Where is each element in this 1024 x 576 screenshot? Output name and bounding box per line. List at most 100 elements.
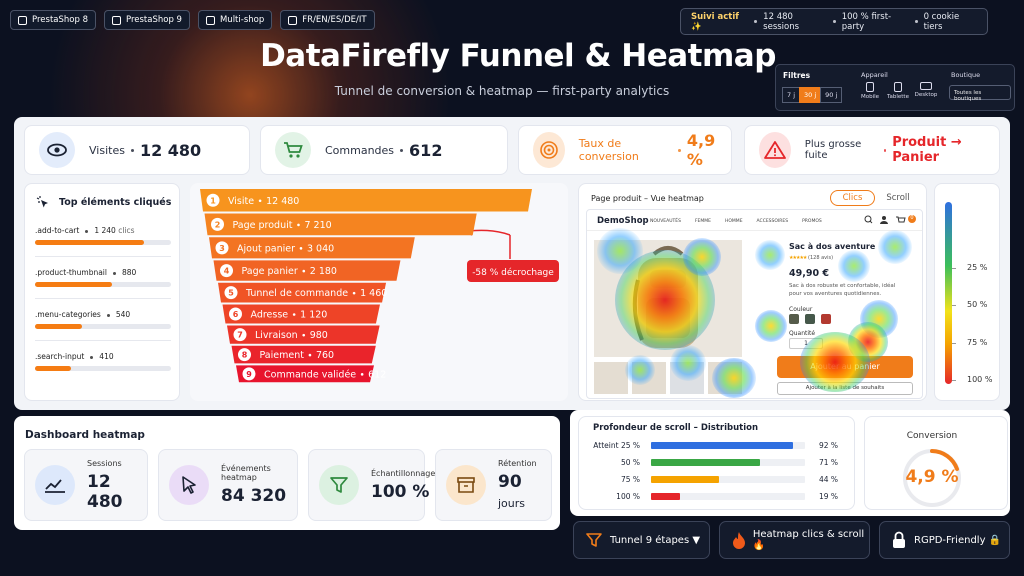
device-label: Desktop <box>914 92 938 98</box>
period-button[interactable]: 7 j <box>782 87 801 103</box>
step-number-badge <box>224 286 238 300</box>
wishlist-button[interactable]: Ajouter à la liste de souhaits <box>777 382 913 395</box>
step-number: 3 <box>219 244 225 253</box>
step-number: 5 <box>228 289 234 298</box>
stat-body: Rétention 90 jours <box>498 459 551 512</box>
separator <box>352 291 356 295</box>
feature-label: RGPD-Friendly 🔒 <box>914 534 1002 546</box>
scroll-track <box>651 476 805 483</box>
platform-badge: PrestaShop 9 <box>103 10 190 30</box>
kpi-value: 4,9 % <box>686 131 716 169</box>
badge-label: PrestaShop 8 <box>32 15 88 25</box>
scroll-bar <box>651 442 793 449</box>
divider <box>35 256 171 257</box>
kpi-icon <box>275 132 311 168</box>
funnel-step <box>218 282 387 303</box>
step-number-badge <box>238 348 251 362</box>
backpack <box>632 246 698 348</box>
separator <box>85 229 89 233</box>
legend-tick <box>952 380 956 381</box>
kpi-icon <box>39 132 75 168</box>
click-bar <box>35 324 83 329</box>
step-number-badge <box>206 193 220 207</box>
step-value: 1 460 <box>360 288 387 299</box>
click-item: .search-input 410 <box>35 352 171 371</box>
kpi-label: Visites <box>89 143 125 157</box>
eye-icon <box>47 143 67 157</box>
thumbnail <box>708 362 742 394</box>
step-label: Commande validée <box>264 369 356 380</box>
mode-toggle-active[interactable]: Clics <box>830 190 875 206</box>
stat-body: Échantillonnage 100 % <box>371 469 435 502</box>
lock-icon <box>893 531 905 548</box>
scroll-label: 50 % <box>620 458 640 467</box>
click-count: 410 <box>99 352 114 361</box>
feature-badge: Tunnel 9 étapes ▼ <box>573 521 710 559</box>
top-clicks-title: Top éléments cliqués <box>59 197 172 208</box>
status-item: 12 480 sessions <box>763 11 800 32</box>
badge-label: FR/EN/ES/DE/IT <box>302 15 367 25</box>
rating-count: (128 avis) <box>808 255 834 261</box>
platform-badge: PrestaShop 8 <box>10 10 96 30</box>
step-value: 612 <box>368 369 386 380</box>
qty-input[interactable]: 1 <box>789 338 823 349</box>
feature-badge: Heatmap clics & scroll 🔥 <box>719 521 870 559</box>
stat-icon <box>319 465 359 505</box>
legend-tick <box>952 342 956 344</box>
click-text: .add-to-cart 1 240 clics <box>35 226 171 235</box>
scroll-bar <box>651 476 719 483</box>
stat-label: Événements heatmap <box>221 464 271 482</box>
step-number: 2 <box>215 220 221 229</box>
click-unit: clics <box>118 226 135 235</box>
stat-label: Sessions <box>87 458 122 468</box>
step-number: 8 <box>242 351 248 360</box>
kpi-value: 12 480 <box>139 140 202 160</box>
annotation-text: -58 % décrochage <box>472 267 554 278</box>
scroll-value: 19 % <box>819 492 839 501</box>
kpi-label: Taux de conversion <box>578 137 639 163</box>
step-number: 4 <box>224 267 230 276</box>
kpi-card: Plus grosse fuite Produit → Panier <box>744 125 1000 175</box>
thumbnail <box>670 362 704 394</box>
scroll-value: 92 % <box>819 441 839 450</box>
device-icon <box>894 82 902 92</box>
step-value: 1 120 <box>300 310 327 321</box>
click-count: 540 <box>115 310 131 319</box>
device-button[interactable]: Tablette <box>884 82 912 100</box>
platform-badges: PrestaShop 8 PrestaShop 9 Multi-shop FR/EN/… <box>10 10 383 30</box>
target-icon <box>540 141 558 159</box>
period-button[interactable]: 90 j <box>820 87 843 103</box>
feature-label: Tunnel 9 étapes ▼ <box>610 534 701 546</box>
badge-icon <box>288 15 298 25</box>
add-to-cart-button[interactable]: Ajouter au panier <box>777 356 913 378</box>
product-name: Sac à dos aventure <box>789 242 876 251</box>
stat-label: Échantillonnage <box>371 468 436 478</box>
conversion-value: 4,9 % <box>905 467 959 487</box>
stat-icon <box>446 465 486 505</box>
stat-body: Sessions 12 480 <box>87 459 147 512</box>
device-label: Mobile <box>860 94 880 100</box>
archive-icon <box>457 477 475 493</box>
shop-value: Toutes les boutiques <box>954 90 982 102</box>
click-item: .product-thumbnail 880 <box>35 268 171 287</box>
stat-icon <box>35 465 75 505</box>
device-button[interactable]: Mobile <box>856 82 884 100</box>
click-item: .menu-categories 540 <box>35 310 171 329</box>
shop-label: Boutique <box>951 71 981 79</box>
period-button[interactable]: 30 j <box>799 87 822 103</box>
separator <box>130 148 134 152</box>
shop-dropdown[interactable]: Toutes les boutiques <box>949 85 1011 102</box>
step-number-badge <box>233 328 247 342</box>
kpi-value: 612 <box>409 140 443 160</box>
stat-card: Rétention 90 jours <box>435 449 552 521</box>
device-button[interactable]: Desktop <box>912 82 940 100</box>
platform-badge: FR/EN/ES/DE/IT <box>280 10 375 30</box>
step-number-badge <box>211 217 224 231</box>
step-number-badge <box>229 307 242 321</box>
scroll-title: Profondeur de scroll – Distribution <box>593 423 759 433</box>
heatmap-title: Page produit – Vue heatmap <box>591 194 704 203</box>
click-track <box>35 324 171 329</box>
nav-item: PROMOS <box>802 219 822 224</box>
mode-toggle[interactable]: Scroll <box>886 193 910 203</box>
device-icon <box>920 82 932 90</box>
